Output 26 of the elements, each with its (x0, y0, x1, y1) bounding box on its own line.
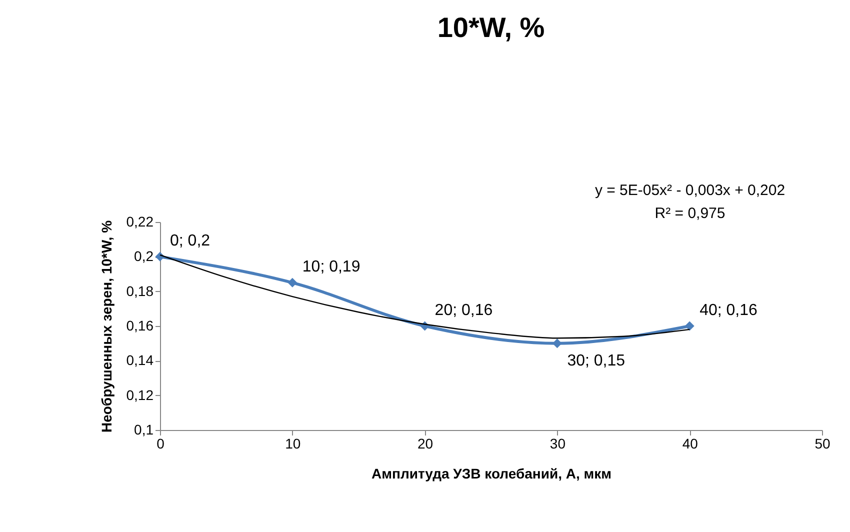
data-label: 10; 0,19 (302, 258, 360, 276)
y-tick-label: 0,16 (126, 318, 154, 334)
y-axis-title: Необрушенных зерен, 10*W, % (98, 220, 114, 433)
data-label: 40; 0,16 (700, 302, 758, 319)
x-tick-label: 10 (285, 436, 301, 452)
data-label: 0; 0,2 (170, 232, 210, 250)
x-tick-label: 40 (682, 436, 698, 452)
point (288, 278, 298, 288)
chart-title: 10*W, % (437, 12, 545, 43)
y-tick-label: 0,18 (126, 282, 154, 299)
x-tick-label: 50 (814, 436, 830, 452)
x-axis-title: Амплитуда УЗВ колебаний, А, мкм (372, 466, 612, 482)
point (552, 338, 562, 348)
x-tick-label: 20 (418, 436, 434, 452)
y-tick-label: 0,22 (126, 214, 154, 230)
point (684, 321, 694, 331)
x-tick-label: 30 (550, 436, 566, 452)
y-tick-label: 0,12 (126, 386, 154, 403)
x-tick-label: 0 (156, 436, 165, 452)
data-label: 30; 0,15 (567, 352, 626, 370)
data-label: 20; 0,16 (434, 302, 493, 319)
y-tick-label: 0,2 (134, 248, 154, 264)
text: R² = 0,975 (654, 205, 726, 222)
y-tick-label: 0,1 (134, 422, 154, 438)
y-tick-label: 0,14 (126, 352, 154, 368)
text: y = 5E-05x² - 0,003x + 0,202 (594, 182, 786, 199)
